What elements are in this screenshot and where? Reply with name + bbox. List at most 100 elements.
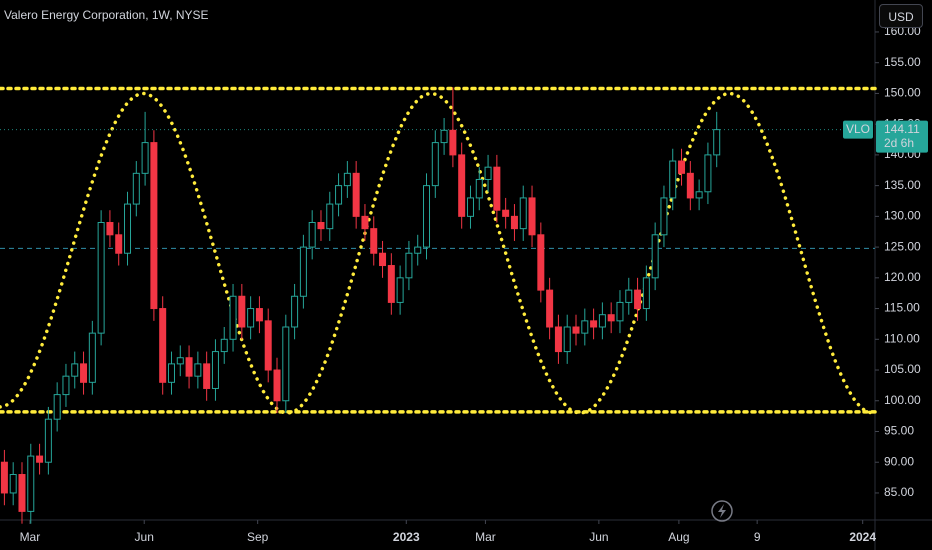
candle-body	[405, 252, 413, 279]
candle-body	[370, 228, 378, 254]
candle-body	[343, 172, 351, 187]
candle-body	[308, 222, 316, 248]
candle-body	[282, 326, 290, 402]
candle-body	[493, 166, 501, 211]
candle-body	[634, 289, 642, 310]
candle-body	[546, 289, 554, 328]
candle-body	[326, 203, 334, 230]
candle-body	[387, 265, 395, 303]
last-price-label: 144.11	[884, 122, 920, 136]
candle-body	[106, 222, 114, 236]
symbol-tag	[843, 120, 873, 139]
candle-body	[669, 160, 677, 199]
candle-body	[502, 209, 510, 217]
candle-body	[9, 474, 17, 494]
candle-body	[80, 363, 88, 383]
candle-body	[71, 363, 79, 377]
candle-body	[678, 160, 686, 174]
candle-body	[124, 203, 132, 254]
candle-body	[176, 357, 184, 365]
y-tick-label: 105.00	[884, 362, 921, 376]
candle-body	[18, 474, 26, 512]
y-tick-label: 115.00	[884, 301, 920, 315]
y-tick-label: 90.00	[884, 454, 914, 468]
currency-button[interactable]: USD	[879, 4, 923, 28]
candle-body	[255, 308, 263, 322]
candle-body	[581, 320, 589, 334]
x-tick-label: 9	[754, 530, 761, 544]
candle-body	[115, 234, 123, 254]
candle-body	[713, 129, 721, 156]
x-tick-label: Aug	[668, 530, 689, 544]
candle-body	[563, 326, 571, 353]
candle-body	[607, 314, 615, 322]
candle-body	[572, 326, 580, 334]
icon-circle	[711, 500, 733, 522]
candle-body	[317, 222, 325, 230]
x-tick-label: 2024	[849, 530, 876, 544]
x-tick-label: Mar	[475, 530, 496, 544]
candle-body	[379, 252, 387, 267]
candle-body	[361, 215, 369, 230]
candle-body	[458, 154, 466, 217]
candle-body	[660, 197, 668, 236]
candle-body	[264, 320, 272, 371]
candle-body	[352, 172, 360, 217]
x-tick-label: Jun	[589, 530, 608, 544]
y-tick-label: 155.00	[884, 55, 921, 69]
price-tag	[876, 120, 928, 153]
candle-body	[449, 129, 457, 156]
x-tick-label: Sep	[247, 530, 269, 544]
candle-body	[194, 363, 202, 377]
candle-body	[211, 351, 219, 389]
candle-body	[598, 314, 606, 328]
candle-body	[590, 320, 598, 328]
candle-body	[704, 154, 712, 193]
candle-body	[686, 172, 694, 199]
candle-body	[625, 289, 633, 303]
y-tick-label: 95.00	[884, 424, 914, 438]
candle-body	[519, 197, 527, 230]
candle-body	[238, 295, 246, 328]
candle-body	[229, 295, 237, 340]
cycle-curve	[0, 91, 875, 415]
candle-body	[97, 222, 105, 334]
candle-body	[440, 129, 448, 144]
candle-body	[695, 191, 703, 199]
y-tick-label: 100.00	[884, 393, 921, 407]
candle-body	[299, 246, 307, 297]
chart-title: Valero Energy Corporation, 1W, NYSE	[4, 8, 209, 22]
candle-body	[528, 197, 536, 236]
y-tick-label: 85.00	[884, 485, 914, 499]
candle-body	[167, 363, 175, 383]
y-tick-label: 120.00	[884, 270, 921, 284]
candle-body	[335, 185, 343, 205]
candle-body	[62, 375, 70, 396]
candle-body	[159, 308, 167, 383]
candle-body	[36, 455, 44, 463]
candle-body	[484, 166, 492, 180]
candle-body	[185, 357, 193, 377]
candle-body	[537, 234, 545, 291]
candle-body	[423, 185, 431, 248]
candle-body	[554, 326, 562, 353]
candle-body	[616, 301, 624, 322]
candle-body	[27, 455, 35, 512]
candle-body	[466, 197, 474, 217]
candle-body	[203, 363, 211, 389]
candle-body	[141, 142, 149, 174]
candle-body	[475, 178, 483, 199]
candle-body	[44, 418, 52, 463]
y-tick-label: 110.00	[884, 331, 920, 345]
candle-body	[247, 308, 255, 328]
replay-icon	[711, 500, 733, 522]
candle-body	[0, 461, 8, 494]
x-tick-label: Mar	[20, 530, 41, 544]
countdown-label: 2d 6h	[884, 136, 914, 150]
x-tick-label: 2023	[393, 530, 420, 544]
y-tick-label: 125.00	[884, 239, 921, 253]
symbol-label: VLO	[846, 122, 870, 136]
x-tick-label: Jun	[135, 530, 154, 544]
